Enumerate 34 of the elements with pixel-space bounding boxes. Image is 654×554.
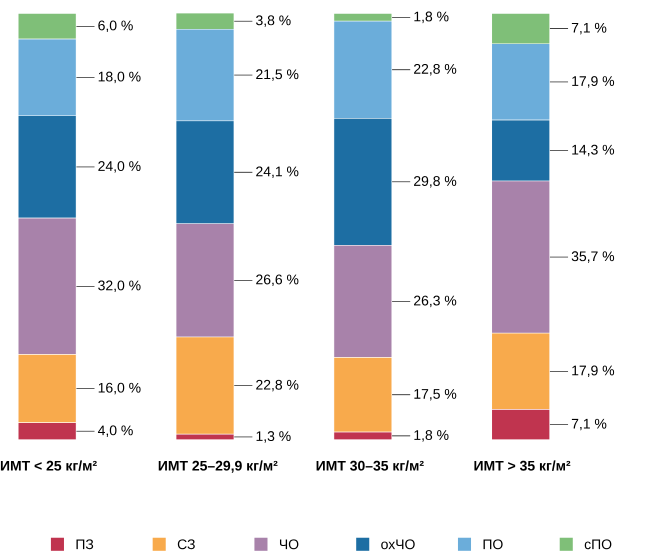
data-label: 35,7 % — [572, 251, 614, 264]
legend-label: ПО — [484, 540, 503, 550]
legend-label: ПЗ — [76, 540, 94, 550]
data-label: 1,8 % — [414, 430, 448, 442]
legend-label: сПО — [584, 540, 612, 550]
x-tick-label: ИМТ > 35 кг/м² — [474, 460, 570, 472]
data-label: 3,8 % — [256, 16, 291, 28]
data-label: 32,0 % — [98, 280, 141, 292]
data-label: 22,8 % — [256, 380, 298, 392]
data-label: 18,0 % — [98, 72, 141, 84]
data-label: 7,1 % — [572, 23, 606, 35]
x-tick-label: ИМТ 25–29,9 кг/м² — [158, 460, 278, 473]
x-tick-label: ИМТ 30–35 кг/м² — [316, 460, 424, 472]
data-label: 29,8 % — [414, 176, 456, 188]
data-label: 14,3 % — [572, 144, 614, 156]
data-label: 24,1 % — [256, 166, 298, 178]
legend-label: СЗ — [178, 540, 195, 550]
data-label: 22,8 % — [414, 64, 456, 76]
data-label: 24,0 % — [98, 161, 141, 173]
legend-label: ЧО — [280, 540, 298, 550]
data-label: 17,9 % — [572, 76, 614, 88]
data-label: 6,0 % — [98, 20, 133, 32]
x-tick-label: ИМТ < 25 кг/м² — [0, 460, 97, 472]
data-label: 26,6 % — [256, 274, 298, 286]
data-label: 17,5 % — [414, 389, 456, 401]
data-label: 1,3 % — [256, 431, 291, 443]
data-label: 4,0 % — [98, 426, 133, 438]
legend-label: охЧО — [381, 540, 415, 550]
data-label: 1,8 % — [414, 12, 448, 24]
data-label: 7,1 % — [572, 419, 606, 430]
data-label: 16,0 % — [98, 382, 141, 395]
data-label: 17,9 % — [572, 366, 614, 378]
data-label: 21,5 % — [256, 69, 298, 82]
data-label: 26,3 % — [414, 296, 456, 308]
